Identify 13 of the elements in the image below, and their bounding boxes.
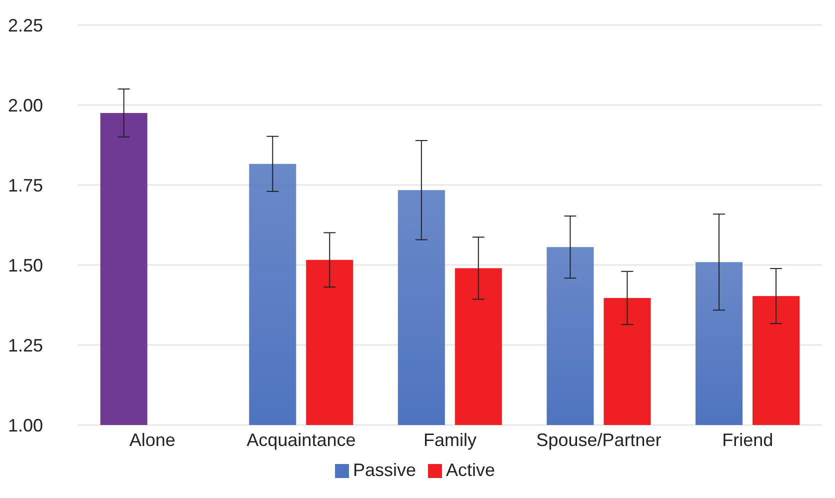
y-tick-label: 1.00 (8, 415, 44, 436)
legend-label: Passive (352, 460, 416, 481)
y-tick-label: 1.75 (8, 175, 44, 196)
x-tick-label: Spouse/Partner (536, 430, 662, 450)
x-tick-label: Family (424, 430, 476, 450)
legend-label: Active (446, 460, 496, 481)
y-tick-label: 1.50 (8, 255, 44, 276)
x-tick-label: Acquaintance (246, 430, 356, 450)
y-tick-label: 2.00 (8, 95, 44, 116)
y-tick-label: 2.25 (8, 15, 44, 36)
x-tick-label: Alone (129, 430, 176, 450)
x-tick-label: Friend (722, 430, 774, 450)
y-tick-label: 1.25 (8, 335, 44, 356)
